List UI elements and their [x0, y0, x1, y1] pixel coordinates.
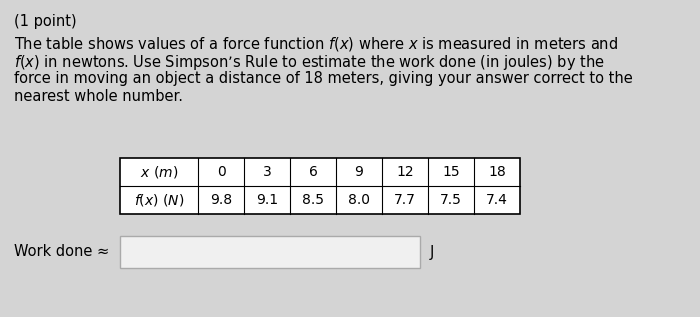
Text: (1 point): (1 point) [14, 14, 76, 29]
Text: 8.0: 8.0 [348, 193, 370, 207]
Text: $x\ (m)$: $x\ (m)$ [140, 164, 178, 180]
Text: $f(x)\ (N)$: $f(x)\ (N)$ [134, 192, 184, 208]
Text: 9.1: 9.1 [256, 193, 278, 207]
Text: Work done ≈: Work done ≈ [14, 244, 109, 260]
Text: J: J [430, 244, 435, 260]
Text: 9.8: 9.8 [210, 193, 232, 207]
Text: 7.7: 7.7 [394, 193, 416, 207]
Text: nearest whole number.: nearest whole number. [14, 89, 183, 104]
Text: 7.5: 7.5 [440, 193, 462, 207]
Text: 3: 3 [262, 165, 272, 179]
Text: 18: 18 [488, 165, 506, 179]
Text: 0: 0 [216, 165, 225, 179]
Text: $f(x)$ in newtons. Use Simpson’s Rule to estimate the work done (in joules) by t: $f(x)$ in newtons. Use Simpson’s Rule to… [14, 53, 605, 72]
Text: The table shows values of a force function $f(x)$ where $x$ is measured in meter: The table shows values of a force functi… [14, 35, 618, 53]
Bar [120, 158, 520, 214]
Text: 6: 6 [309, 165, 317, 179]
Text: 15: 15 [442, 165, 460, 179]
Text: 9: 9 [355, 165, 363, 179]
Bar [120, 236, 420, 268]
Text: 8.5: 8.5 [302, 193, 324, 207]
Text: 7.4: 7.4 [486, 193, 508, 207]
Text: 12: 12 [396, 165, 414, 179]
Text: force in moving an object a distance of 18 meters, giving your answer correct to: force in moving an object a distance of … [14, 71, 633, 86]
